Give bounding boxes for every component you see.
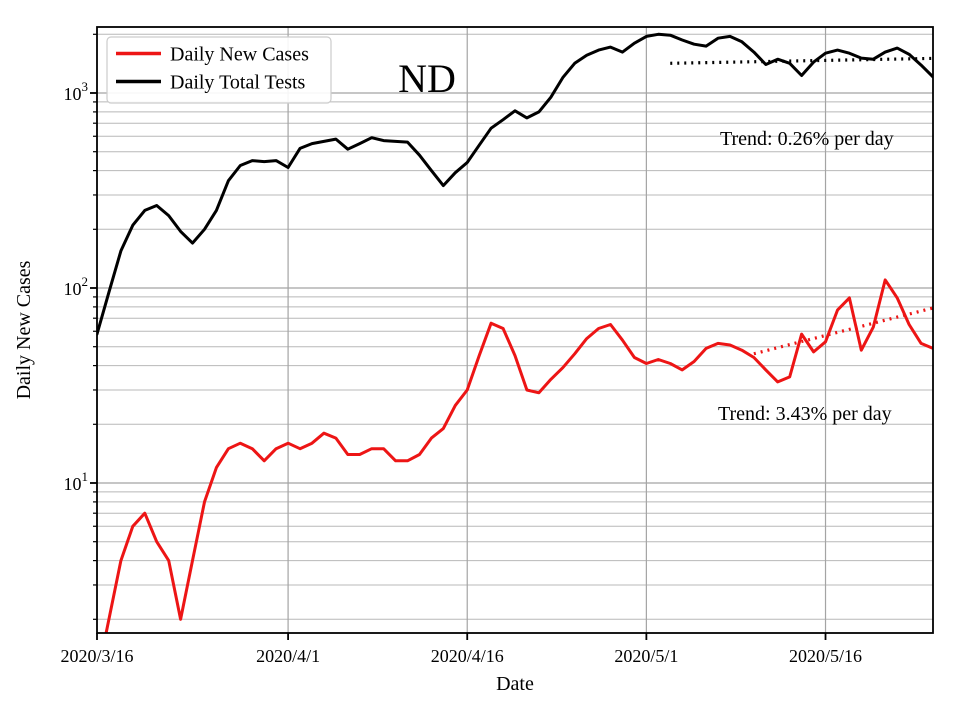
y-tick-label: 102 bbox=[64, 274, 89, 299]
tick-layer: 2020/3/16 2020/4/1 2020/4/16 2020/5/1 2020/5… bbox=[60, 33, 862, 666]
trend-annotation-tests: Trend: 0.26% per day bbox=[720, 128, 894, 150]
trend-annotation-cases: Trend: 3.43% per day bbox=[718, 403, 892, 425]
series-line-daily-new-cases bbox=[104, 278, 933, 633]
data-layer bbox=[97, 32, 933, 633]
x-axis-label: Date bbox=[496, 673, 534, 695]
x-tick-label: 2020/4/1 bbox=[256, 646, 320, 666]
x-tick-label: 2020/5/1 bbox=[614, 646, 678, 666]
chart-title: ND bbox=[398, 56, 456, 101]
x-tick-label: 2020/4/16 bbox=[431, 646, 504, 666]
x-tick-label: 2020/5/16 bbox=[789, 646, 862, 666]
legend: Daily New Cases Daily Total Tests bbox=[106, 36, 332, 104]
grid-layer bbox=[97, 27, 933, 633]
plot-border bbox=[96, 26, 934, 634]
y-axis-label: Daily New Cases bbox=[13, 260, 35, 399]
legend-label-daily-new-cases: Daily New Cases bbox=[170, 44, 309, 66]
trend-line-cases-trend bbox=[753, 306, 933, 356]
series-line-daily-total-tests bbox=[97, 32, 933, 336]
y-tick-label: 103 bbox=[64, 79, 89, 104]
x-tick-label: 2020/3/16 bbox=[60, 646, 133, 666]
y-tick-label: 101 bbox=[64, 469, 89, 494]
trend-line-tests-trend bbox=[670, 56, 933, 65]
legend-box bbox=[106, 36, 332, 104]
legend-label-daily-total-tests: Daily Total Tests bbox=[170, 72, 306, 94]
